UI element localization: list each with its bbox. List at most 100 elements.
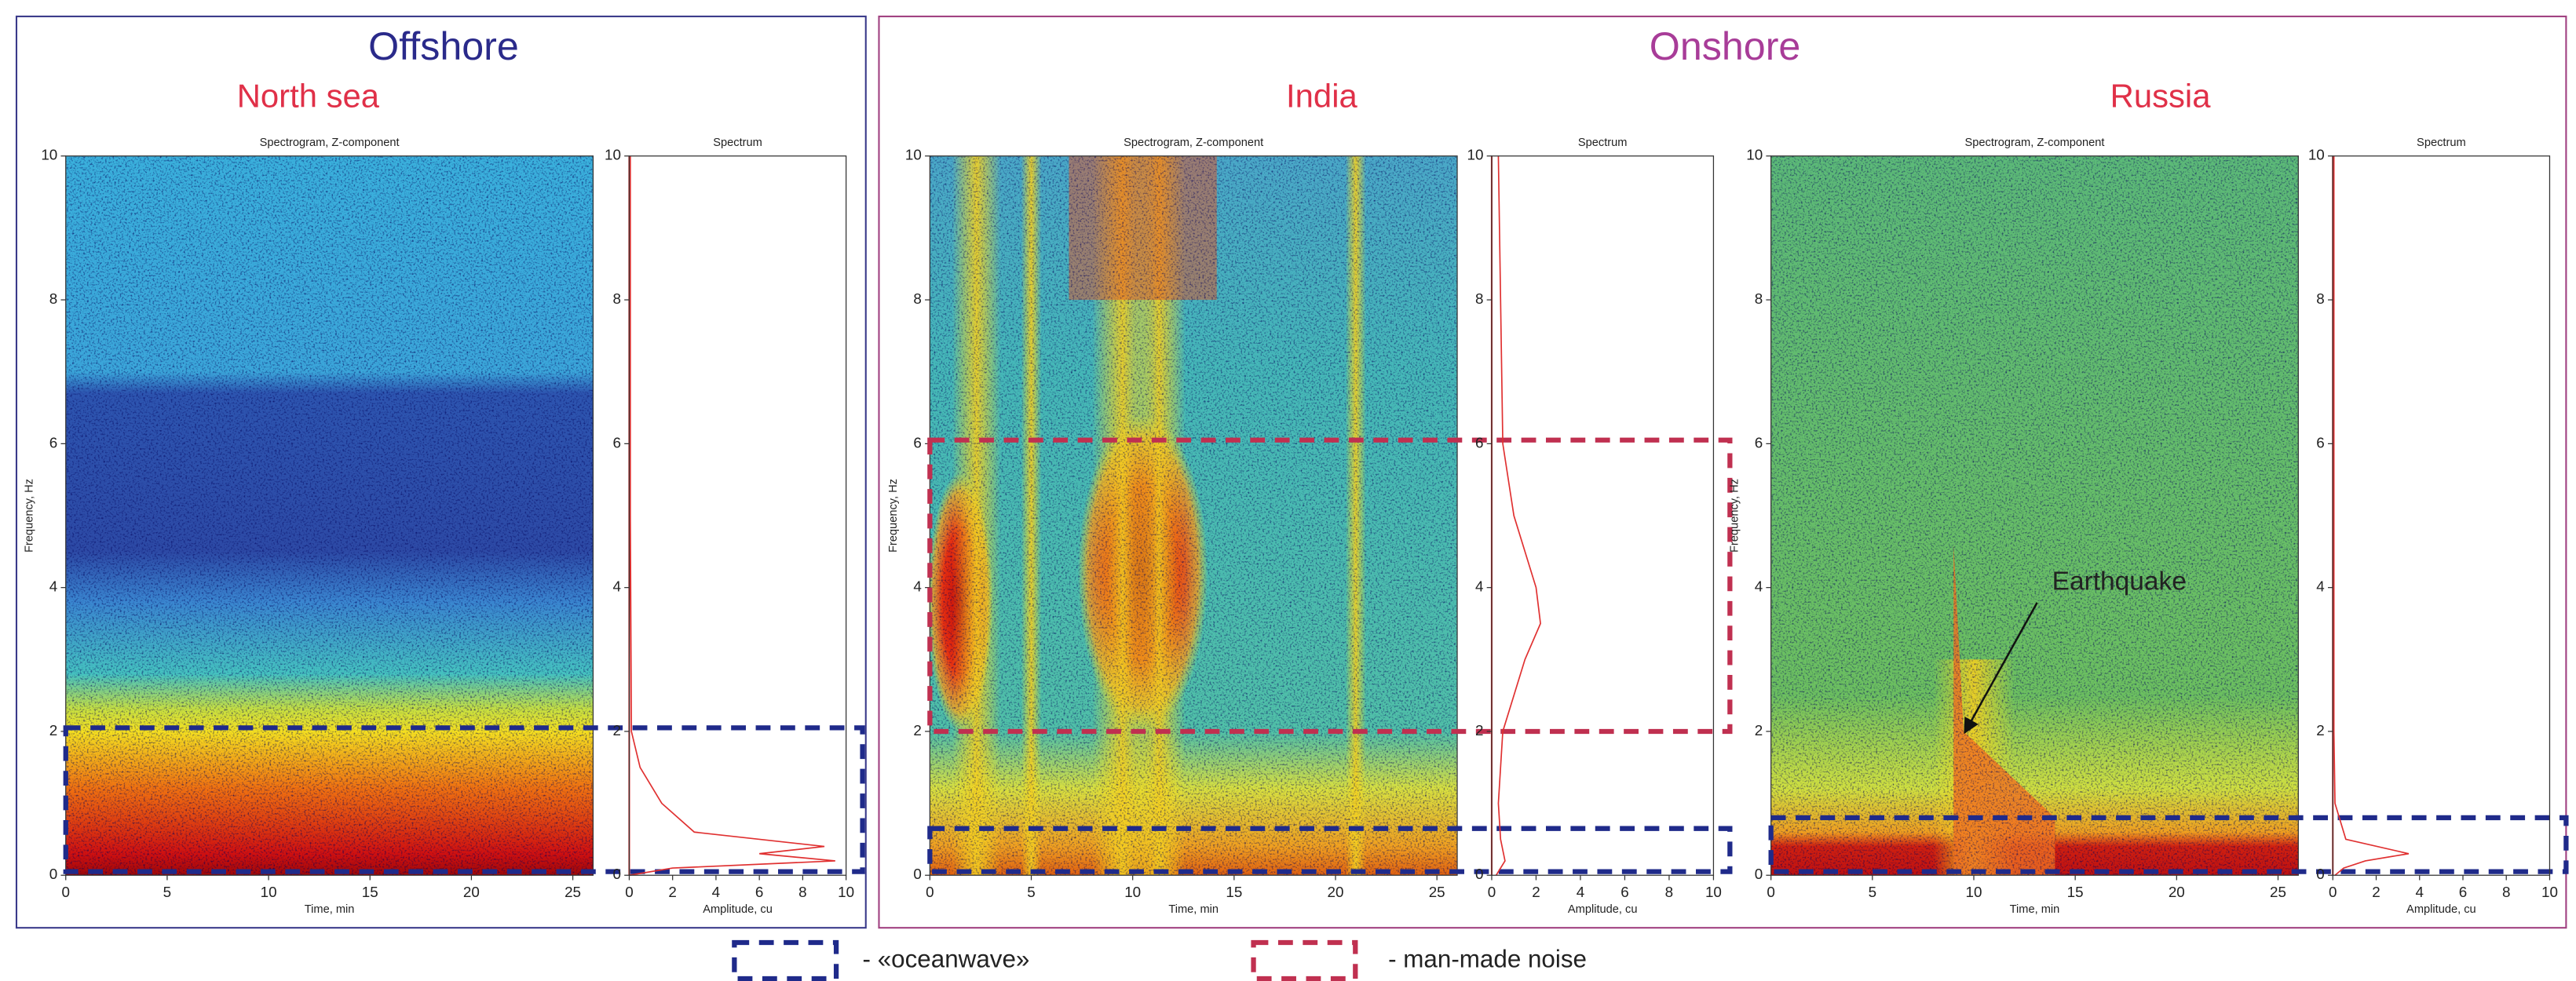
x-tick-label: 0	[62, 884, 70, 900]
x-tick-label: 4	[1577, 884, 1584, 900]
legend-label: - man-made noise	[1388, 945, 1587, 972]
x-tick-label: 20	[2169, 884, 2185, 900]
region-title: Russia	[2110, 78, 2212, 115]
y-tick-label: 6	[2316, 434, 2324, 450]
y-tick-label: 6	[49, 434, 57, 450]
y-tick-label: 6	[1755, 434, 1763, 450]
x-tick-label: 8	[2502, 884, 2510, 900]
y-tick-label: 8	[49, 290, 57, 307]
y-tick-label: 8	[1475, 290, 1483, 307]
y-tick-label: 6	[913, 434, 921, 450]
y-tick-label: 10	[2308, 147, 2325, 163]
legend-swatch	[734, 943, 836, 979]
x-tick-label: 20	[1328, 884, 1344, 900]
x-tick-label: 4	[2416, 884, 2424, 900]
x-tick-label: 15	[1226, 884, 1242, 900]
y-tick-label: 2	[49, 722, 57, 738]
y-tick-label: 4	[1755, 578, 1763, 595]
group-title: Onshore	[1650, 24, 1801, 68]
plot-frame	[1492, 156, 1713, 875]
spectrum-line	[629, 156, 835, 875]
x-tick-label: 10	[1966, 884, 1982, 900]
x-axis-label: Time, min	[305, 903, 355, 916]
region-title: North sea	[237, 78, 380, 115]
y-axis-label: Frequency, Hz	[1729, 479, 1741, 552]
y-tick-label: 0	[1755, 866, 1763, 882]
y-tick-label: 10	[1467, 147, 1484, 163]
y-tick-label: 8	[1755, 290, 1763, 307]
y-tick-label: 0	[49, 866, 57, 882]
plot-title: Spectrum	[1578, 137, 1628, 149]
plot-title: Spectrogram, Z-component	[1124, 137, 1263, 149]
y-tick-label: 10	[1746, 147, 1763, 163]
heatmap-noise	[1771, 156, 2299, 875]
x-tick-label: 8	[798, 884, 806, 900]
y-tick-label: 4	[613, 578, 621, 595]
y-axis-label: Frequency, Hz	[887, 479, 900, 552]
y-axis-label: Frequency, Hz	[24, 479, 36, 552]
x-axis-label: Amplitude, cu	[2406, 903, 2476, 916]
x-tick-label: 25	[565, 884, 581, 900]
x-tick-label: 5	[1869, 884, 1876, 900]
plot-frame	[2333, 156, 2549, 875]
x-tick-label: 15	[2067, 884, 2084, 900]
spectrum-line	[1496, 156, 1540, 875]
x-tick-label: 10	[1124, 884, 1141, 900]
x-tick-label: 2	[668, 884, 676, 900]
y-tick-label: 8	[2316, 290, 2324, 307]
x-tick-label: 15	[362, 884, 378, 900]
x-axis-label: Time, min	[2010, 903, 2060, 916]
x-tick-label: 0	[625, 884, 633, 900]
x-tick-label: 10	[1705, 884, 1722, 900]
plot-title: Spectrum	[2417, 137, 2466, 149]
x-axis-label: Amplitude, cu	[703, 903, 773, 916]
y-tick-label: 2	[2316, 722, 2324, 738]
x-tick-label: 25	[2270, 884, 2286, 900]
y-tick-label: 2	[1755, 722, 1763, 738]
y-tick-label: 0	[613, 866, 621, 882]
x-tick-label: 10	[838, 884, 854, 900]
y-tick-label: 2	[1475, 722, 1483, 738]
x-tick-label: 0	[2329, 884, 2337, 900]
annotation: Earthquake	[2052, 567, 2187, 596]
x-tick-label: 10	[2541, 884, 2558, 900]
y-tick-label: 4	[913, 578, 921, 595]
x-tick-label: 8	[1665, 884, 1673, 900]
region-title: India	[1286, 78, 1357, 115]
figure: Offshore Onshore North sea Frequency, Hz S…	[0, 0, 2576, 981]
plot-frame	[629, 156, 846, 875]
y-tick-label: 4	[2316, 578, 2324, 595]
plot-title: Spectrum	[713, 137, 762, 149]
y-tick-label: 0	[913, 866, 921, 882]
x-axis-label: Amplitude, cu	[1568, 903, 1638, 916]
x-tick-label: 20	[463, 884, 480, 900]
plot-title: Spectrogram, Z-component	[1964, 137, 2104, 149]
x-tick-label: 2	[1532, 884, 1540, 900]
y-tick-label: 8	[613, 290, 621, 307]
x-tick-label: 0	[1488, 884, 1496, 900]
y-tick-label: 0	[2316, 866, 2324, 882]
y-tick-label: 4	[1475, 578, 1483, 595]
heatmap-noise	[930, 156, 1457, 875]
y-tick-label: 2	[913, 722, 921, 738]
x-tick-label: 0	[1767, 884, 1774, 900]
x-tick-label: 5	[163, 884, 171, 900]
heatmap-noise	[66, 156, 594, 875]
x-tick-label: 0	[926, 884, 934, 900]
x-tick-label: 10	[261, 884, 277, 900]
y-tick-label: 6	[613, 434, 621, 450]
legend-swatch	[1254, 943, 1356, 979]
y-tick-label: 8	[913, 290, 921, 307]
x-tick-label: 6	[755, 884, 763, 900]
y-tick-label: 0	[1475, 866, 1483, 882]
plot-title: Spectrogram, Z-component	[260, 137, 400, 149]
x-tick-label: 25	[1429, 884, 1445, 900]
legend-label: - «oceanwave»	[863, 945, 1030, 972]
x-tick-label: 5	[1027, 884, 1035, 900]
y-tick-label: 6	[1475, 434, 1483, 450]
y-tick-label: 10	[605, 147, 621, 163]
x-tick-label: 6	[1621, 884, 1628, 900]
group-title: Offshore	[368, 24, 519, 68]
x-tick-label: 2	[2372, 884, 2380, 900]
y-tick-label: 4	[49, 578, 57, 595]
